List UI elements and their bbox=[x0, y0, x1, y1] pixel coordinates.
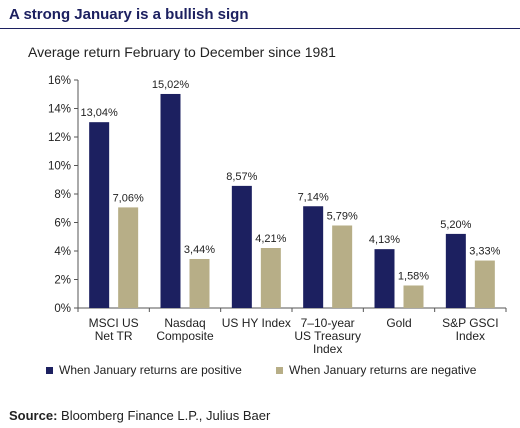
y-tick-label: 10% bbox=[48, 161, 71, 173]
y-tick-label: 16% bbox=[48, 75, 71, 87]
legend-label-positive: When January returns are positive bbox=[59, 363, 242, 377]
bar-positive bbox=[445, 233, 466, 308]
data-label: 7,06% bbox=[113, 192, 144, 204]
x-category-label: US HY Index bbox=[222, 316, 291, 330]
y-tick-label: 8% bbox=[54, 189, 71, 201]
data-label: 4,21% bbox=[255, 233, 286, 245]
x-category-label-line: Net TR bbox=[95, 329, 133, 343]
bar-negative bbox=[403, 285, 424, 308]
y-tick-label: 12% bbox=[48, 132, 71, 144]
legend-swatch-positive bbox=[46, 366, 53, 374]
legend-swatch-negative bbox=[276, 366, 283, 374]
y-tick-label: 2% bbox=[54, 275, 71, 287]
x-category-label-line: MSCI US bbox=[89, 316, 139, 330]
bar-positive bbox=[89, 122, 110, 309]
x-category-label-line: Nasdaq bbox=[164, 316, 205, 330]
bar-positive bbox=[303, 206, 324, 308]
header-divider bbox=[0, 28, 520, 29]
data-label: 4,13% bbox=[369, 234, 400, 246]
x-category-label-line: Gold bbox=[386, 316, 411, 330]
x-category-label-line: US HY Index bbox=[222, 316, 291, 330]
bar-negative bbox=[332, 225, 353, 308]
data-label: 5,20% bbox=[440, 219, 471, 231]
y-tick-label: 4% bbox=[54, 246, 71, 258]
bar-negative bbox=[189, 258, 210, 308]
x-category-label-line: Index bbox=[456, 329, 485, 343]
bar-positive bbox=[160, 93, 181, 308]
bar-negative bbox=[474, 260, 495, 308]
x-category-label: S&P GSCI Index bbox=[442, 316, 498, 343]
source-note: Source: Bloomberg Finance L.P., Julius B… bbox=[9, 408, 270, 423]
bar-positive bbox=[231, 185, 252, 308]
chart-title: Average return February to December sinc… bbox=[28, 44, 336, 60]
x-category-label: MSCI US Net TR bbox=[89, 316, 139, 343]
legend-label-negative: When January returns are negative bbox=[289, 363, 477, 377]
x-category-label: 7–10-year US Treasury Index bbox=[294, 316, 361, 356]
x-category-label-line: US Treasury bbox=[294, 329, 361, 343]
chart-header-title: A strong January is a bullish sign bbox=[9, 6, 249, 23]
data-label: 7,14% bbox=[298, 191, 329, 203]
x-category-label-line: 7–10-year bbox=[301, 316, 355, 330]
source-label: Source: bbox=[9, 408, 58, 423]
data-label: 15,02% bbox=[152, 79, 190, 91]
data-label: 8,57% bbox=[226, 171, 257, 183]
y-tick-label: 0% bbox=[54, 303, 71, 315]
x-category-label-line: Composite bbox=[156, 329, 214, 343]
bar-positive bbox=[374, 249, 395, 308]
data-label: 13,04% bbox=[81, 107, 119, 119]
bar-negative bbox=[118, 207, 139, 308]
x-category-label: Gold bbox=[386, 316, 411, 330]
y-tick-label: 14% bbox=[48, 104, 71, 116]
bar-negative bbox=[260, 248, 281, 308]
data-label: 5,79% bbox=[327, 210, 358, 222]
x-category-label: Nasdaq Composite bbox=[156, 316, 214, 343]
x-category-label-line: S&P GSCI bbox=[442, 316, 498, 330]
data-label: 1,58% bbox=[398, 270, 429, 282]
x-category-label-line: Index bbox=[313, 342, 342, 356]
data-label: 3,44% bbox=[184, 244, 215, 256]
y-tick-label: 6% bbox=[54, 218, 71, 230]
legend-item-positive: When January returns are positive bbox=[46, 363, 242, 377]
source-text: Bloomberg Finance L.P., Julius Baer bbox=[57, 408, 271, 423]
legend-item-negative: When January returns are negative bbox=[276, 363, 476, 377]
data-label: 3,33% bbox=[469, 246, 500, 258]
